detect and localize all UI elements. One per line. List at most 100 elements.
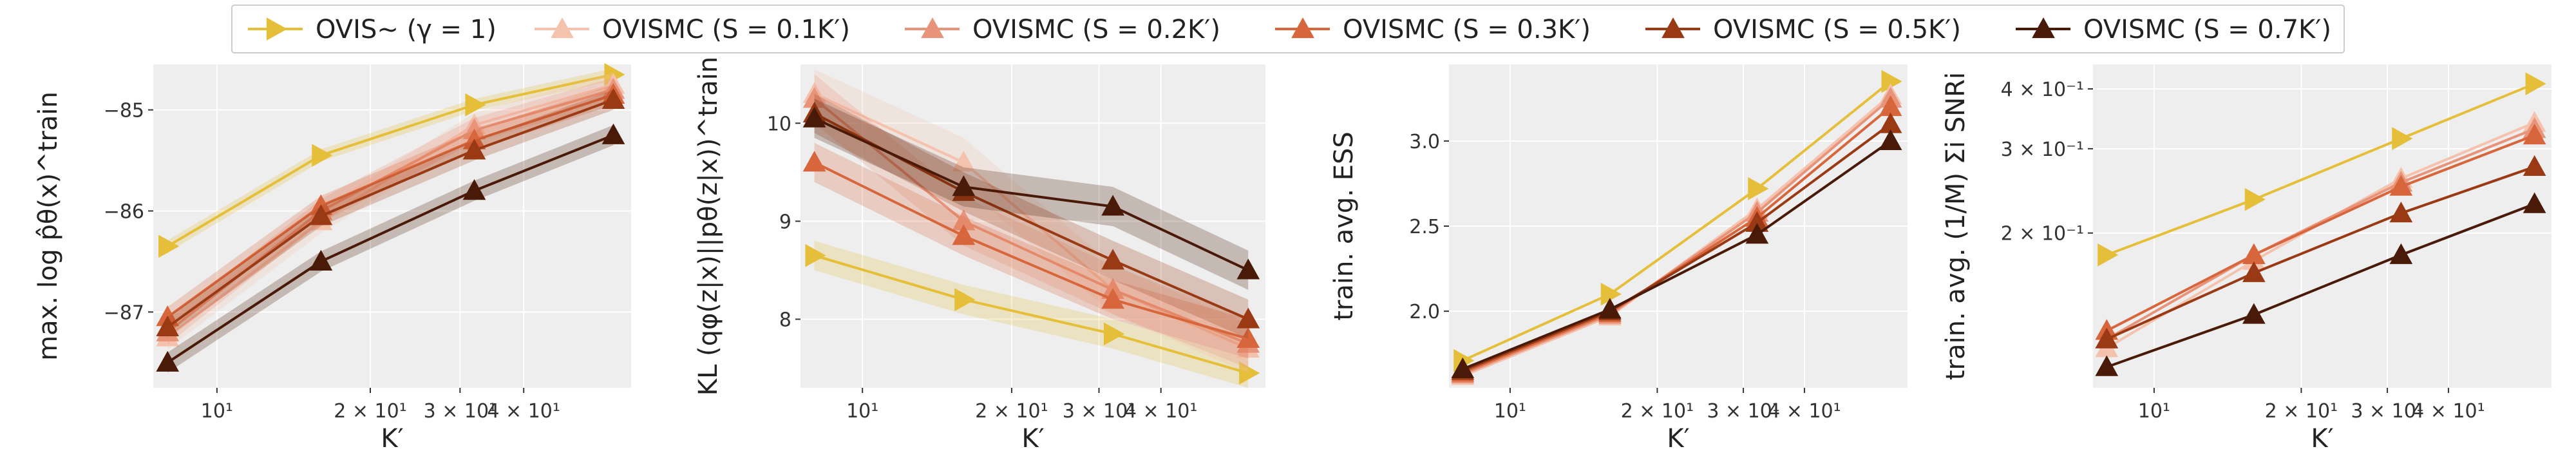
y-tick-label: 9 xyxy=(779,211,791,233)
data-point-right-triangle xyxy=(158,234,180,258)
data-point-triangle xyxy=(952,151,976,172)
data-point-triangle xyxy=(1879,129,1902,150)
data-point-triangle xyxy=(462,179,486,200)
series-line xyxy=(813,117,1249,272)
y-tick-label: 3.0 xyxy=(1409,131,1440,153)
plot-area xyxy=(2093,64,2552,388)
data-point-right-triangle xyxy=(1748,177,1769,200)
x-axis-label: K′ xyxy=(1021,424,1044,449)
series-6 xyxy=(156,123,625,373)
data-point-triangle xyxy=(2242,261,2266,282)
data-point-triangle xyxy=(2389,201,2413,223)
series-4 xyxy=(802,142,1260,359)
data-point-triangle xyxy=(1236,258,1260,280)
data-point-triangle xyxy=(2389,243,2413,264)
x-tick-label: 10¹ xyxy=(2138,400,2170,423)
data-point-triangle xyxy=(2095,355,2119,376)
data-point-triangle xyxy=(1101,288,1124,309)
y-tick-label: −87 xyxy=(104,301,144,324)
x-tick-label: 3 × 10¹ xyxy=(1707,400,1780,423)
y-tick-label: −86 xyxy=(104,200,144,223)
x-tick-label: 4 × 10¹ xyxy=(2412,400,2485,423)
plot-area xyxy=(800,64,1265,388)
series-line xyxy=(2106,128,2535,341)
x-tick-label: 10¹ xyxy=(201,400,233,423)
series-line xyxy=(167,99,614,329)
legend-label: OVIS~ (γ = 1) xyxy=(316,15,497,44)
series-line xyxy=(1462,122,1891,372)
y-axis-label: KL (qφ(z|x)||pθ(z|x))^train xyxy=(694,57,723,396)
series-5 xyxy=(2095,155,2546,349)
series-line xyxy=(2106,134,2535,332)
x-tick-label: 4 × 10¹ xyxy=(1124,400,1198,423)
data-point-triangle xyxy=(601,123,625,144)
data-point-right-triangle xyxy=(2392,127,2413,150)
confidence-band xyxy=(814,93,1249,339)
series-5 xyxy=(156,88,625,338)
series-1 xyxy=(805,240,1260,388)
confidence-band xyxy=(167,90,614,338)
series-6 xyxy=(1451,129,1902,379)
data-point-triangle xyxy=(462,139,486,160)
legend-right-triangle-marker xyxy=(266,17,288,41)
series-line xyxy=(1462,80,1891,362)
data-point-triangle xyxy=(2523,155,2546,177)
data-point-triangle xyxy=(1745,223,1769,244)
data-point-right-triangle xyxy=(1103,322,1125,346)
series-line xyxy=(167,93,614,318)
data-point-triangle xyxy=(1236,307,1260,329)
data-point-triangle xyxy=(1598,298,1622,319)
y-axis-label: train. avg. (1/M) Σi SNRi xyxy=(1941,72,1971,380)
series-line xyxy=(813,161,1249,340)
series-line xyxy=(2106,202,2535,368)
data-point-triangle xyxy=(309,204,333,225)
legend-triangle-marker xyxy=(1291,17,1314,39)
y-tick-label: 8 xyxy=(779,309,791,332)
series-line xyxy=(167,133,614,364)
data-point-triangle xyxy=(2242,303,2266,324)
data-point-triangle xyxy=(2523,192,2546,213)
data-point-triangle xyxy=(802,151,826,172)
data-point-triangle xyxy=(2389,175,2413,196)
data-point-triangle xyxy=(1236,327,1260,349)
x-tick-label: 3 × 10¹ xyxy=(424,400,497,423)
data-point-right-triangle xyxy=(2098,243,2119,267)
series-1 xyxy=(1454,70,1902,372)
series-line xyxy=(1462,106,1891,374)
x-tick-label: 4 × 10¹ xyxy=(1768,400,1841,423)
y-tick-label: 3 × 10⁻¹ xyxy=(2001,139,2084,161)
legend-triangle-marker xyxy=(551,17,574,39)
confidence-band xyxy=(814,142,1249,359)
legend-triangle-marker xyxy=(2032,17,2055,39)
y-tick-label: 2 × 10⁻¹ xyxy=(2001,223,2084,245)
series-line xyxy=(1462,97,1891,376)
data-point-right-triangle xyxy=(2244,187,2266,211)
confidence-band xyxy=(167,125,614,373)
x-tick-label: 3 × 10¹ xyxy=(1063,400,1136,423)
series-line xyxy=(167,73,614,248)
series-4 xyxy=(2095,124,2546,340)
data-point-triangle xyxy=(952,175,976,196)
data-point-triangle xyxy=(1451,357,1475,379)
legend-label: OVISMC (S = 0.5K′) xyxy=(1713,15,1961,44)
series-6 xyxy=(802,99,1260,290)
x-tick-label: 4 × 10¹ xyxy=(487,400,560,423)
data-point-right-triangle xyxy=(312,144,333,167)
y-tick-label: −85 xyxy=(104,100,144,122)
legend-label: OVISMC (S = 0.2K′) xyxy=(972,15,1220,44)
x-tick-label: 2 × 10¹ xyxy=(334,400,407,423)
data-point-triangle xyxy=(1101,249,1124,270)
x-axis-label: K′ xyxy=(1667,424,1689,449)
legend-label: OVISMC (S = 0.3K′) xyxy=(1343,15,1591,44)
x-tick-label: 10¹ xyxy=(846,400,878,423)
legend-triangle-marker xyxy=(1662,17,1685,39)
confidence-band xyxy=(167,77,614,345)
series-line xyxy=(1462,140,1891,370)
data-point-right-triangle xyxy=(954,288,976,311)
y-tick-label: 2.0 xyxy=(1409,301,1440,323)
data-point-triangle xyxy=(2523,124,2546,145)
